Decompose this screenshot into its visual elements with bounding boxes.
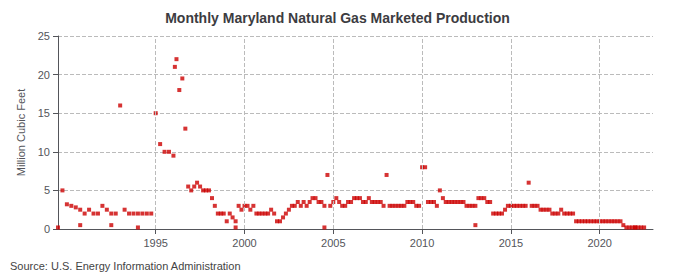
svg-text:1995: 1995	[143, 237, 167, 249]
svg-text:5: 5	[44, 184, 50, 196]
svg-text:20: 20	[38, 69, 50, 81]
svg-text:2015: 2015	[499, 237, 523, 249]
svg-text:0: 0	[44, 223, 50, 235]
svg-text:Monthly Maryland Natural Gas M: Monthly Maryland Natural Gas Marketed Pr…	[165, 10, 510, 26]
svg-text:Million Cubic Feet: Million Cubic Feet	[15, 89, 27, 176]
svg-text:10: 10	[38, 146, 50, 158]
svg-text:15: 15	[38, 107, 50, 119]
svg-text:2000: 2000	[232, 237, 256, 249]
svg-text:25: 25	[38, 30, 50, 42]
svg-text:2020: 2020	[587, 237, 611, 249]
svg-text:2010: 2010	[410, 237, 434, 249]
svg-text:Source: U.S. Energy Informatio: Source: U.S. Energy Information Administ…	[10, 260, 241, 272]
svg-text:2005: 2005	[321, 237, 345, 249]
